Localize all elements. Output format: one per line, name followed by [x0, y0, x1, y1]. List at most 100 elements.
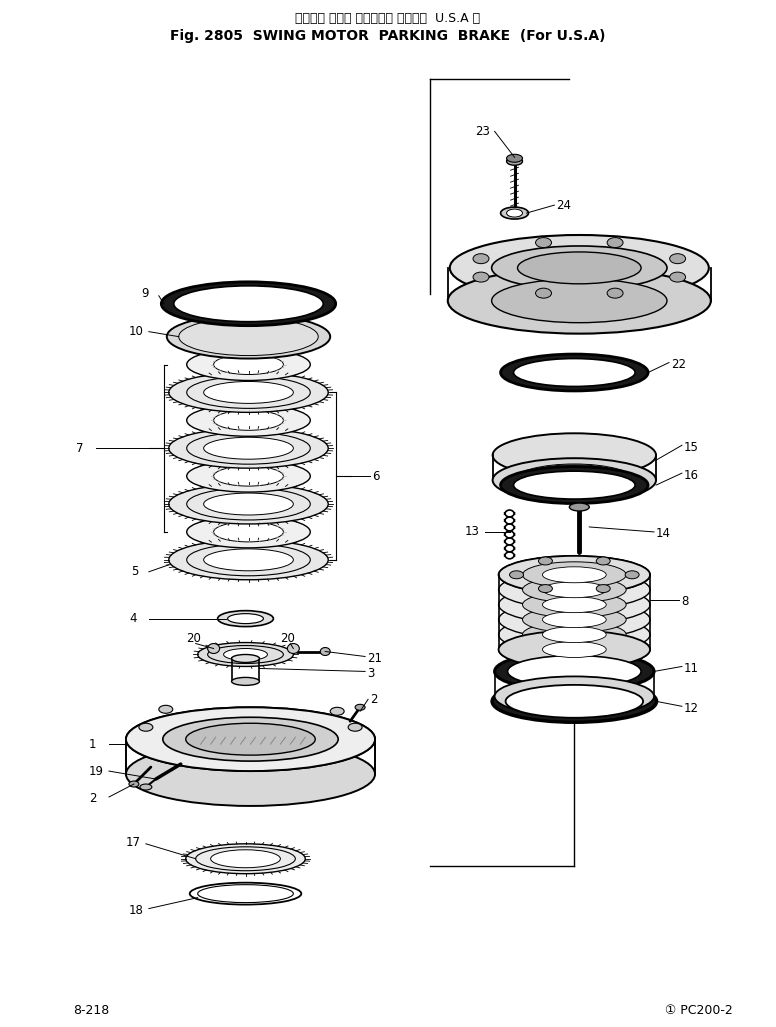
Text: ① PC200-2: ① PC200-2	[665, 1003, 733, 1017]
Ellipse shape	[507, 157, 522, 165]
Text: 15: 15	[684, 441, 699, 454]
Ellipse shape	[521, 465, 628, 495]
Ellipse shape	[213, 522, 283, 542]
Ellipse shape	[203, 493, 293, 515]
Ellipse shape	[501, 207, 528, 219]
Ellipse shape	[198, 643, 293, 667]
Ellipse shape	[542, 612, 606, 627]
Ellipse shape	[231, 654, 259, 662]
Ellipse shape	[522, 577, 626, 603]
Ellipse shape	[355, 705, 365, 711]
Text: 8: 8	[681, 596, 688, 608]
Ellipse shape	[126, 708, 375, 771]
Text: 20: 20	[185, 632, 201, 645]
Ellipse shape	[539, 584, 553, 593]
Ellipse shape	[522, 592, 626, 617]
Text: 4: 4	[129, 612, 137, 625]
Text: 1: 1	[89, 737, 96, 751]
Ellipse shape	[167, 314, 331, 358]
Ellipse shape	[492, 681, 656, 722]
Text: 14: 14	[656, 528, 671, 540]
Ellipse shape	[522, 607, 626, 633]
Ellipse shape	[508, 655, 641, 687]
Text: 2: 2	[89, 793, 96, 805]
Text: 11: 11	[684, 662, 699, 675]
Ellipse shape	[514, 471, 635, 499]
Text: 22: 22	[671, 358, 686, 371]
Ellipse shape	[129, 782, 139, 787]
Ellipse shape	[203, 548, 293, 571]
Text: 7: 7	[76, 442, 84, 455]
Text: 13: 13	[465, 526, 480, 538]
Ellipse shape	[506, 685, 643, 718]
Ellipse shape	[203, 381, 293, 404]
Ellipse shape	[139, 723, 153, 731]
Text: 21: 21	[367, 652, 382, 664]
Text: 23: 23	[475, 125, 490, 138]
Ellipse shape	[514, 464, 634, 496]
Ellipse shape	[169, 484, 328, 524]
Ellipse shape	[499, 615, 650, 653]
Text: 18: 18	[129, 904, 144, 917]
Ellipse shape	[169, 373, 328, 413]
Ellipse shape	[510, 571, 524, 579]
Ellipse shape	[670, 272, 686, 282]
Ellipse shape	[217, 611, 273, 626]
Ellipse shape	[625, 571, 639, 579]
Ellipse shape	[231, 678, 259, 685]
Text: 3: 3	[367, 667, 375, 680]
Ellipse shape	[473, 254, 489, 264]
Text: 20: 20	[280, 632, 295, 645]
Ellipse shape	[163, 717, 338, 761]
Text: 17: 17	[126, 836, 141, 849]
Ellipse shape	[499, 556, 650, 594]
Text: 16: 16	[684, 468, 699, 482]
Text: 9: 9	[141, 288, 148, 300]
Ellipse shape	[501, 466, 648, 503]
Ellipse shape	[493, 433, 656, 478]
Ellipse shape	[542, 567, 606, 582]
Ellipse shape	[535, 289, 552, 298]
Ellipse shape	[187, 516, 310, 547]
Ellipse shape	[187, 488, 310, 520]
Ellipse shape	[187, 348, 310, 380]
Ellipse shape	[169, 540, 328, 580]
Ellipse shape	[499, 631, 650, 669]
Ellipse shape	[448, 268, 711, 334]
Ellipse shape	[596, 557, 610, 565]
Ellipse shape	[522, 562, 626, 587]
Ellipse shape	[514, 358, 635, 386]
Ellipse shape	[501, 354, 648, 391]
Ellipse shape	[507, 210, 522, 217]
Ellipse shape	[287, 644, 300, 653]
Ellipse shape	[331, 708, 345, 715]
Ellipse shape	[522, 621, 626, 647]
Ellipse shape	[213, 411, 283, 430]
Ellipse shape	[126, 743, 375, 806]
Ellipse shape	[492, 279, 667, 322]
Text: 6: 6	[372, 469, 379, 483]
Ellipse shape	[535, 237, 552, 248]
Ellipse shape	[499, 571, 650, 609]
Ellipse shape	[213, 354, 283, 375]
Ellipse shape	[494, 677, 654, 716]
Ellipse shape	[542, 581, 606, 598]
Ellipse shape	[499, 631, 650, 669]
Ellipse shape	[185, 723, 315, 755]
Ellipse shape	[607, 289, 623, 298]
Ellipse shape	[187, 544, 310, 576]
Ellipse shape	[208, 646, 283, 663]
Ellipse shape	[499, 601, 650, 639]
Ellipse shape	[542, 597, 606, 613]
Text: Fig. 2805  SWING MOTOR  PARKING  BRAKE  (For U.S.A): Fig. 2805 SWING MOTOR PARKING BRAKE (For…	[170, 29, 606, 43]
Ellipse shape	[223, 648, 268, 660]
Ellipse shape	[518, 465, 631, 495]
Text: 19: 19	[89, 764, 104, 777]
Text: 5: 5	[131, 565, 138, 578]
Text: 10: 10	[129, 326, 144, 338]
Ellipse shape	[187, 460, 310, 492]
Ellipse shape	[499, 556, 650, 594]
Ellipse shape	[185, 844, 305, 874]
Ellipse shape	[178, 317, 318, 355]
Ellipse shape	[196, 847, 296, 871]
